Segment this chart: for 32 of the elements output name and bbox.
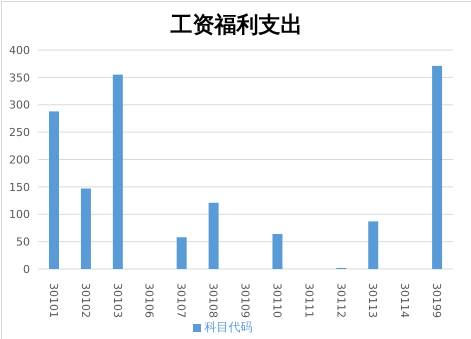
y-tick-label: 200 xyxy=(9,153,30,166)
bar xyxy=(272,234,282,269)
chart-title: 工资福利支出 xyxy=(170,12,302,38)
y-tick-label: 350 xyxy=(9,71,30,84)
bar xyxy=(176,237,187,269)
bar xyxy=(432,66,442,269)
y-tick-label: 300 xyxy=(9,98,30,112)
x-tick-label: 30114 xyxy=(398,283,412,318)
x-tick-label: 30112 xyxy=(334,283,348,318)
x-tick-label: 30108 xyxy=(206,283,220,318)
y-tick-label: 250 xyxy=(9,126,30,140)
y-tick-label: 100 xyxy=(9,208,30,222)
x-tick-label: 30199 xyxy=(430,283,444,318)
x-tick-label: 30101 xyxy=(46,283,60,318)
y-tick-label: 150 xyxy=(9,180,30,194)
y-tick-label: 0 xyxy=(23,262,30,276)
y-tick-label: 400 xyxy=(9,44,30,57)
bar xyxy=(49,111,59,269)
x-tick-label: 30111 xyxy=(302,283,316,318)
x-tick-label: 30102 xyxy=(78,283,92,318)
x-tick-label: 30113 xyxy=(366,283,380,318)
bar xyxy=(208,202,219,269)
bar xyxy=(368,221,378,269)
x-tick-label: 30107 xyxy=(174,283,188,318)
x-tick-label: 30109 xyxy=(238,283,252,318)
x-tick-label: 30110 xyxy=(270,283,284,318)
x-tick-label: 30106 xyxy=(142,283,156,318)
bar xyxy=(112,74,123,269)
y-tick-label: 50 xyxy=(16,236,30,249)
x-tick-label: 30103 xyxy=(110,283,124,318)
bar xyxy=(80,188,91,269)
legend-label: 科目代码 xyxy=(204,320,252,334)
